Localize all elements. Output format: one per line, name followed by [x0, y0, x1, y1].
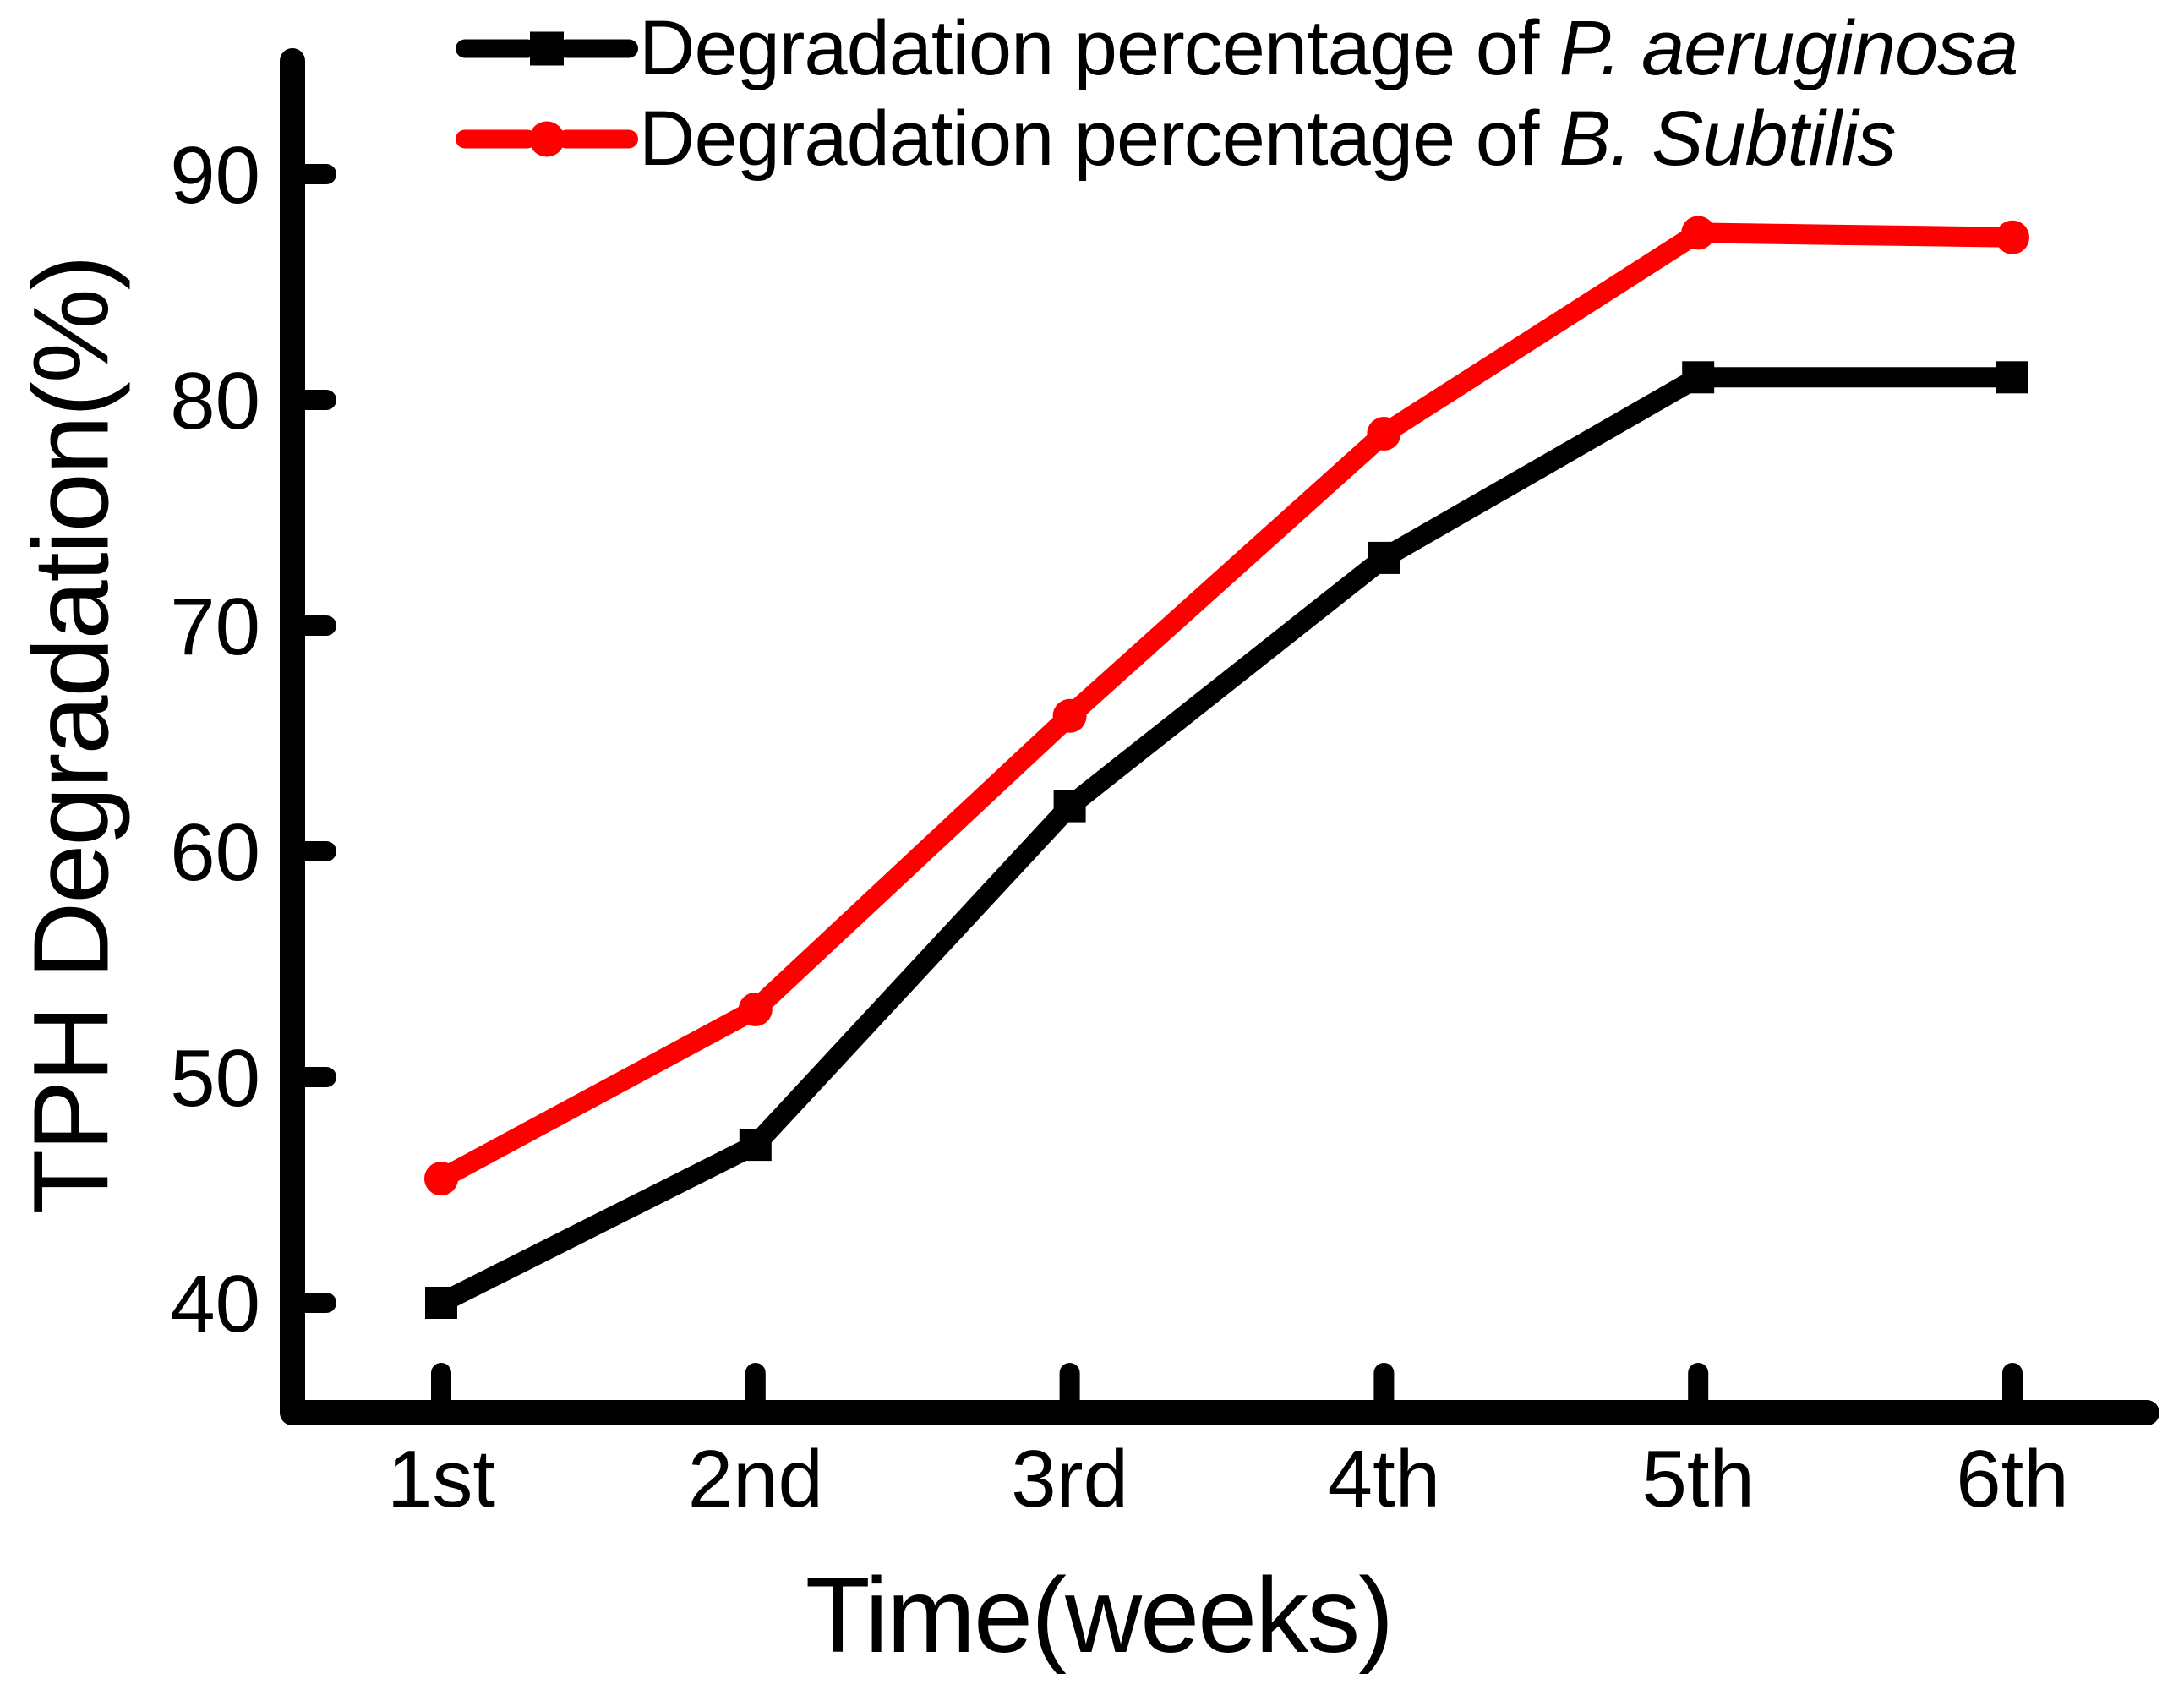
svg-text:60: 60: [170, 807, 260, 898]
svg-text:6th: 6th: [1956, 1434, 2068, 1524]
legend-item: Degradation percentage of B. Subtilis: [455, 94, 2017, 184]
legend: Degradation percentage of P. aeruginosa D…: [455, 3, 2018, 184]
x-axis-title: Time(weeks): [805, 1556, 1394, 1675]
legend-item: Degradation percentage of P. aeruginosa: [455, 3, 2018, 94]
legend-line-circle-icon: [456, 121, 638, 157]
legend-label: Degradation percentage of B. Subtilis: [639, 94, 1897, 184]
svg-text:3rd: 3rd: [1011, 1434, 1128, 1524]
legend-label-text: Degradation percentage of: [639, 5, 1539, 91]
legend-line-square-icon: [456, 31, 638, 66]
svg-text:70: 70: [170, 582, 260, 672]
svg-text:40: 40: [170, 1259, 260, 1349]
svg-text:5th: 5th: [1641, 1434, 1754, 1524]
legend-label-species: B. Subtilis: [1559, 96, 1896, 182]
svg-text:4th: 4th: [1328, 1434, 1440, 1524]
svg-text:80: 80: [170, 356, 260, 446]
svg-text:1st: 1st: [387, 1434, 495, 1524]
legend-label-text: Degradation percentage of: [639, 96, 1539, 182]
svg-text:2nd: 2nd: [688, 1434, 823, 1524]
y-axis-title: TPH Degradation(%): [11, 256, 131, 1215]
svg-text:50: 50: [170, 1033, 260, 1124]
legend-label-species: P. aeruginosa: [1559, 5, 2018, 91]
legend-label: Degradation percentage of P. aeruginosa: [639, 3, 2018, 94]
svg-text:90: 90: [170, 130, 260, 221]
